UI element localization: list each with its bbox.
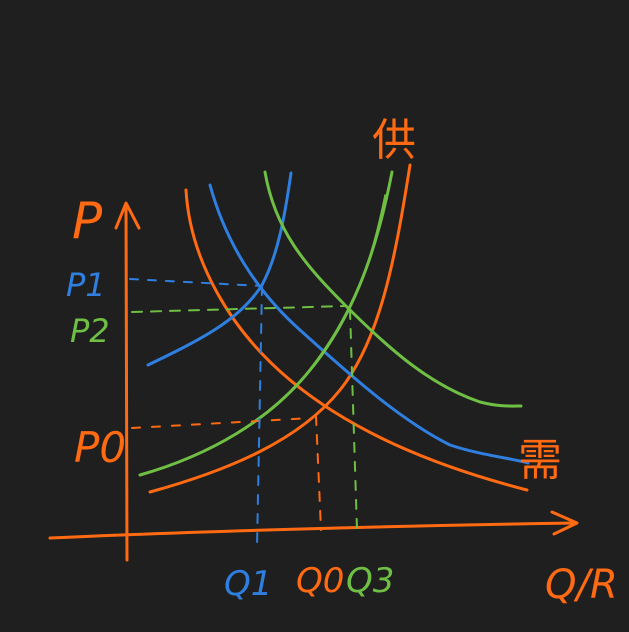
- p1-label: P1: [66, 266, 106, 304]
- guide-q1-vertical: [256, 285, 263, 549]
- q3-label: Q3: [346, 561, 394, 601]
- supply-label: 供: [372, 115, 416, 166]
- guide-q0-vertical: [315, 415, 322, 531]
- guide-p2-horizontal: [131, 305, 347, 313]
- demand-curve-d1: [208, 183, 530, 465]
- guide-p1-horizontal: [129, 278, 263, 287]
- p0-label: P0: [74, 423, 126, 472]
- demand-curve-d2: [263, 170, 523, 408]
- q0-label: Q0: [296, 561, 344, 601]
- guide-q3-vertical: [349, 309, 358, 531]
- q1-label: Q1: [224, 564, 272, 604]
- y-axis-arrowhead: [114, 201, 141, 230]
- supply-curve-s1: [146, 171, 293, 367]
- supply-curve-s2-second-stroke: [154, 194, 386, 471]
- supply-curve-s0: [148, 163, 412, 494]
- x-axis-label: Q/R: [545, 562, 618, 608]
- x-axis-arrowhead: [550, 510, 579, 536]
- x-axis: [48, 521, 577, 540]
- guide-p0-horizontal: [131, 417, 313, 429]
- y-axis-label: P: [72, 192, 103, 250]
- p2-label: P2: [70, 312, 110, 350]
- demand-label: 需: [518, 435, 562, 486]
- demand-curve-d0: [184, 188, 529, 492]
- y-axis: [124, 203, 129, 562]
